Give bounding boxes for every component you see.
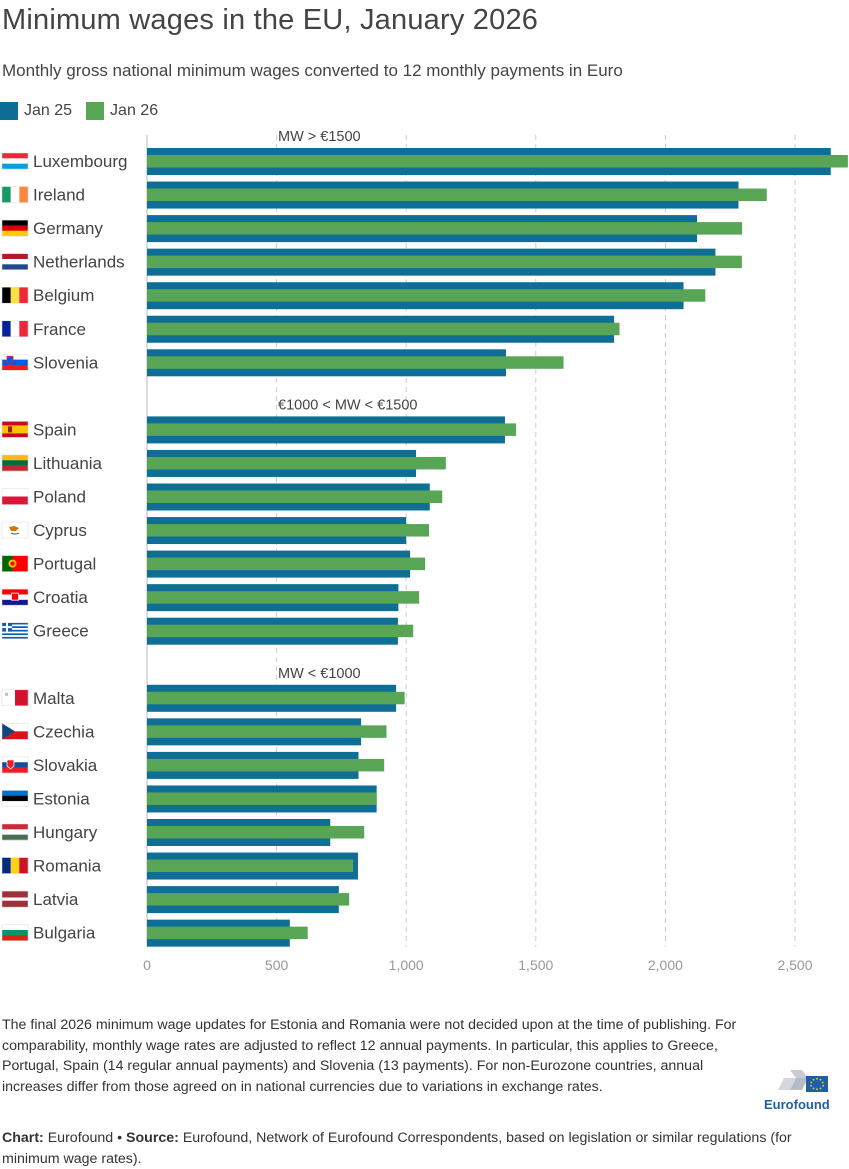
cyprus-flag-icon bbox=[1, 521, 29, 539]
logo-wordmark: Eurofound bbox=[764, 1097, 830, 1112]
row-label-slovenia: Slovenia bbox=[33, 353, 99, 372]
row-label-romania: Romania bbox=[33, 857, 102, 876]
czechia-flag-icon bbox=[1, 723, 29, 740]
spain-flag-icon bbox=[1, 421, 29, 438]
bulgaria-flag-icon bbox=[1, 924, 29, 941]
bar-jan26-czechia bbox=[147, 725, 387, 738]
group-label-1: €1000 < MW < €1500 bbox=[278, 397, 417, 413]
row-label-malta: Malta bbox=[33, 689, 75, 708]
row-label-luxembourg: Luxembourg bbox=[33, 152, 128, 171]
slovakia-flag-icon bbox=[1, 756, 29, 774]
row-label-france: France bbox=[33, 320, 86, 339]
bar-jan26-romania bbox=[147, 859, 354, 873]
portugal-flag-icon bbox=[1, 555, 29, 572]
croatia-flag-icon bbox=[1, 588, 29, 606]
chart-legend: Jan 25 Jan 26 bbox=[0, 102, 172, 120]
bar-jan26-croatia bbox=[147, 591, 420, 604]
bar-jan26-belgium bbox=[147, 289, 706, 302]
legend-label-jan25: Jan 25 bbox=[24, 102, 73, 119]
belgium-flag-icon bbox=[1, 286, 29, 304]
eurofound-logo bbox=[778, 1070, 828, 1092]
row-label-germany: Germany bbox=[33, 219, 103, 238]
legend-item-jan26[interactable]: Jan 26 bbox=[86, 102, 158, 120]
legend-swatch-jan26 bbox=[86, 102, 105, 120]
bar-jan26-latvia bbox=[147, 893, 350, 906]
chart-title: Minimum wages in the EU, January 2026 bbox=[2, 4, 539, 36]
legend-item-jan25[interactable]: Jan 25 bbox=[0, 102, 72, 120]
legend-label-jan26: Jan 26 bbox=[110, 102, 159, 119]
row-label-slovakia: Slovakia bbox=[33, 756, 98, 775]
row-label-belgium: Belgium bbox=[33, 286, 94, 305]
x-tick-label-2500: 2,500 bbox=[777, 957, 812, 973]
bar-jan26-slovakia bbox=[147, 758, 385, 772]
romania-flag-icon bbox=[1, 857, 29, 874]
bar-jan26-lithuania bbox=[147, 456, 446, 470]
row-label-spain: Spain bbox=[33, 420, 76, 439]
bar-jan26-cyprus bbox=[147, 524, 430, 537]
bar-jan26-greece bbox=[147, 624, 414, 638]
latvia-flag-icon bbox=[1, 890, 29, 908]
bar-jan26-hungary bbox=[147, 826, 365, 839]
chart-notes: The final 2026 minimum wage updates for … bbox=[2, 1017, 737, 1095]
row-label-netherlands: Netherlands bbox=[33, 253, 125, 272]
lithuania-flag-icon bbox=[1, 454, 29, 472]
bar-jan26-poland bbox=[147, 490, 443, 503]
row-label-hungary: Hungary bbox=[33, 823, 98, 842]
x-tick-label-0: 0 bbox=[143, 957, 151, 973]
row-label-bulgaria: Bulgaria bbox=[33, 924, 96, 943]
x-tick-label-2000: 2,000 bbox=[648, 957, 683, 973]
luxembourg-flag-icon bbox=[1, 152, 29, 170]
malta-flag-icon bbox=[1, 689, 29, 707]
bar-chart: MW > €1500 €1000 < MW < €1500 MW < €1000 Lu… bbox=[1, 129, 848, 973]
estonia-flag-icon bbox=[1, 790, 29, 807]
row-label-czechia: Czechia bbox=[33, 722, 95, 741]
bar-jan26-malta bbox=[147, 691, 405, 705]
x-tick-label-1000: 1,000 bbox=[389, 957, 424, 973]
netherlands-flag-icon bbox=[1, 253, 29, 270]
credits-chart-value: Eurofound • bbox=[43, 1130, 127, 1146]
bar-jan26-netherlands bbox=[147, 255, 742, 269]
bar-jan26-ireland bbox=[147, 188, 767, 202]
chart-credits: Chart: Eurofound • Source: Eurofound, Ne… bbox=[2, 1128, 802, 1169]
row-label-ireland: Ireland bbox=[33, 186, 85, 205]
bar-jan26-slovenia bbox=[147, 356, 564, 369]
group-label-2: MW < €1000 bbox=[278, 666, 361, 682]
legend-swatch-jan25 bbox=[0, 102, 18, 120]
row-label-greece: Greece bbox=[33, 622, 89, 641]
row-label-lithuania: Lithuania bbox=[33, 454, 103, 473]
credits-source-label: Source: bbox=[126, 1130, 179, 1146]
greece-flag-icon bbox=[1, 622, 29, 639]
germany-flag-icon bbox=[1, 219, 29, 237]
row-label-croatia: Croatia bbox=[33, 588, 88, 607]
hungary-flag-icon bbox=[1, 823, 29, 841]
row-label-portugal: Portugal bbox=[33, 555, 96, 574]
bar-jan26-france bbox=[147, 322, 620, 336]
row-label-latvia: Latvia bbox=[33, 890, 79, 909]
bar-jan26-spain bbox=[147, 423, 517, 436]
row-label-cyprus: Cyprus bbox=[33, 521, 87, 540]
credits-chart-label: Chart: bbox=[2, 1130, 44, 1146]
row-label-poland: Poland bbox=[33, 488, 86, 507]
credits-source-value: Eurofound, Network of Eurofound Correspo… bbox=[2, 1130, 792, 1167]
x-tick-label-1500: 1,500 bbox=[518, 957, 553, 973]
bar-jan26-portugal bbox=[147, 557, 426, 571]
bar-jan26-luxembourg bbox=[147, 155, 848, 168]
x-tick-label-500: 500 bbox=[265, 957, 289, 973]
france-flag-icon bbox=[1, 320, 29, 337]
ireland-flag-icon bbox=[1, 186, 29, 203]
bar-jan26-germany bbox=[147, 222, 743, 235]
group-label-0: MW > €1500 bbox=[278, 129, 361, 145]
poland-flag-icon bbox=[1, 488, 29, 505]
bar-jan26-bulgaria bbox=[147, 926, 308, 940]
slovenia-flag-icon bbox=[1, 354, 29, 371]
row-label-estonia: Estonia bbox=[33, 789, 90, 808]
chart-subtitle: Monthly gross national minimum wages con… bbox=[2, 61, 623, 80]
bar-jan26-estonia bbox=[147, 792, 377, 805]
